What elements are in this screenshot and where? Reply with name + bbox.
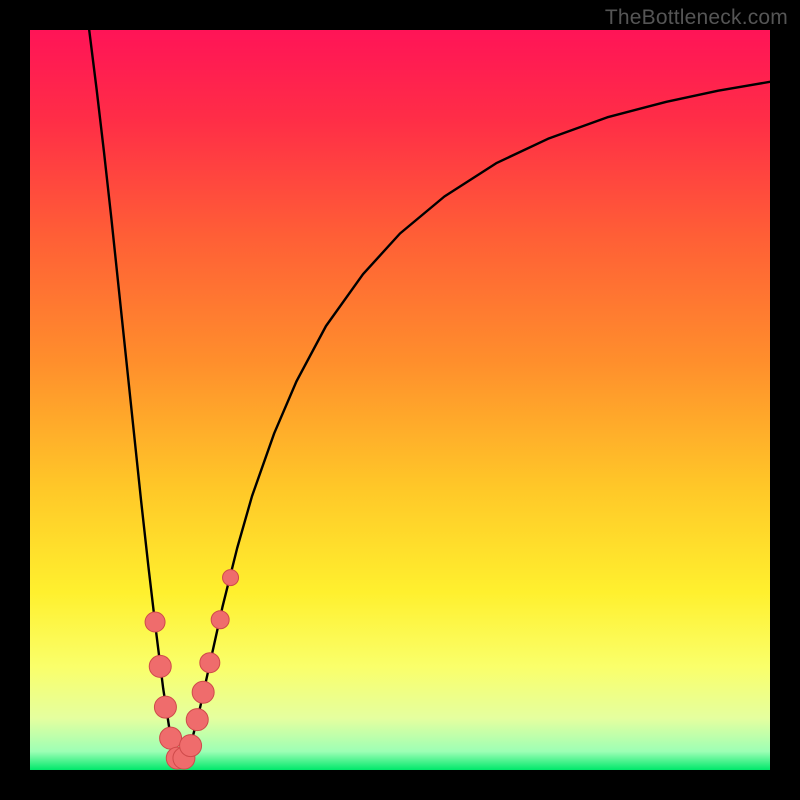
- curve-marker: [186, 709, 208, 731]
- watermark-text: TheBottleneck.com: [605, 6, 788, 30]
- curve-marker: [180, 735, 202, 757]
- curve-marker: [149, 655, 171, 677]
- curve-marker: [160, 727, 182, 749]
- chart-plot-area: [30, 30, 770, 770]
- curve-marker: [211, 611, 229, 629]
- curve-marker: [223, 570, 239, 586]
- chart-curve-layer: [30, 30, 770, 770]
- bottleneck-curve: [89, 30, 770, 760]
- curve-marker: [154, 696, 176, 718]
- figure-root: TheBottleneck.com: [0, 0, 800, 800]
- curve-marker: [145, 612, 165, 632]
- curve-marker: [200, 653, 220, 673]
- curve-marker: [192, 681, 214, 703]
